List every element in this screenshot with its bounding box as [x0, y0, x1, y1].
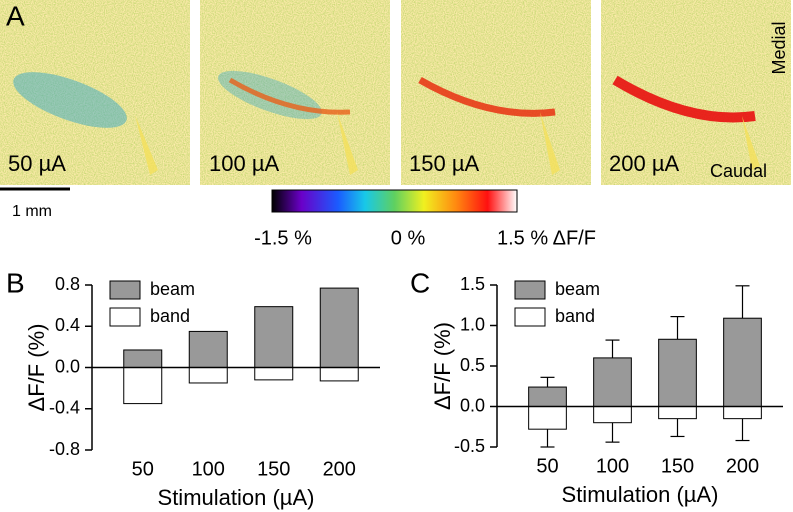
- image-label: 200 µA: [609, 151, 679, 176]
- y-tick-label: 0.0: [460, 395, 485, 415]
- image-label: 50 µA: [8, 151, 66, 176]
- panel-label: B: [6, 267, 25, 298]
- electrode: [135, 115, 158, 175]
- y-tick-label: 0.8: [55, 274, 80, 294]
- legend-label: beam: [150, 279, 195, 299]
- beam-streak: [418, 76, 556, 117]
- y-axis-label: ΔF/F (%): [430, 322, 455, 410]
- colorbar-label: 1.5 % ΔF/F: [497, 227, 596, 249]
- bar: [254, 306, 294, 368]
- bar: [123, 349, 163, 368]
- image: [401, 0, 591, 185]
- y-tick-label: -0.4: [49, 398, 80, 418]
- image: [200, 0, 390, 185]
- y-tick-label: 0.0: [55, 356, 80, 376]
- image-panel: [0, 0, 190, 185]
- y-tick-label: -0.5: [454, 436, 485, 456]
- x-tick-label: 100: [192, 458, 225, 480]
- panel-label: C: [410, 267, 430, 298]
- legend-label: beam: [555, 279, 600, 299]
- beam-streak: [612, 75, 756, 123]
- x-tick-label: 150: [257, 458, 290, 480]
- legend-swatch: [514, 307, 546, 327]
- legend-swatch: [109, 280, 141, 300]
- y-tick-label: 1.5: [460, 274, 485, 294]
- x-axis-label: Stimulation (µA): [158, 485, 315, 510]
- bar: [528, 406, 567, 430]
- bar: [319, 287, 359, 368]
- x-tick-label: 200: [726, 455, 759, 477]
- colorbar-label: -1.5 %: [254, 227, 312, 249]
- bar: [723, 317, 762, 407]
- medial-label: Medial: [769, 21, 789, 74]
- y-axis-label: ΔF/F (%): [24, 323, 49, 411]
- y-tick-label: -0.8: [49, 439, 80, 459]
- electrode: [337, 112, 358, 175]
- bar: [123, 367, 163, 405]
- bar: [593, 357, 632, 407]
- colorbar: [271, 189, 518, 213]
- electrode: [540, 112, 560, 175]
- bar: [658, 338, 697, 407]
- image-panel: [601, 0, 791, 185]
- legend-label: band: [150, 306, 190, 326]
- bar: [723, 406, 762, 420]
- x-tick-label: 50: [132, 458, 154, 480]
- image-panel: [401, 0, 591, 185]
- electrode: [742, 116, 760, 170]
- x-tick-label: 100: [596, 455, 629, 477]
- x-tick-label: 50: [536, 455, 558, 477]
- bar: [658, 406, 697, 420]
- y-tick-label: 0.5: [460, 355, 485, 375]
- bar: [188, 367, 228, 384]
- x-tick-label: 150: [661, 455, 694, 477]
- colorbar-label: 0 %: [391, 227, 426, 249]
- legend-swatch: [109, 307, 141, 327]
- bar: [188, 330, 228, 368]
- legend-label: band: [555, 306, 595, 326]
- y-tick-label: 1.0: [460, 314, 485, 334]
- bar: [319, 367, 359, 382]
- bar: [528, 386, 567, 407]
- x-tick-label: 200: [323, 458, 356, 480]
- bar: [254, 367, 294, 381]
- x-axis-label: Stimulation (µA): [562, 482, 719, 507]
- bar: [593, 406, 632, 424]
- y-tick-label: 0.4: [55, 315, 80, 335]
- image-label: 100 µA: [209, 151, 279, 176]
- caudal-label: Caudal: [710, 161, 767, 181]
- blob: [13, 72, 127, 128]
- scale-bar-label: 1 mm: [12, 203, 52, 220]
- beam-streak: [228, 77, 351, 115]
- legend-swatch: [514, 280, 546, 300]
- image-panel: [200, 0, 390, 185]
- image-label: 150 µA: [409, 151, 479, 176]
- panel-label: A: [6, 0, 25, 31]
